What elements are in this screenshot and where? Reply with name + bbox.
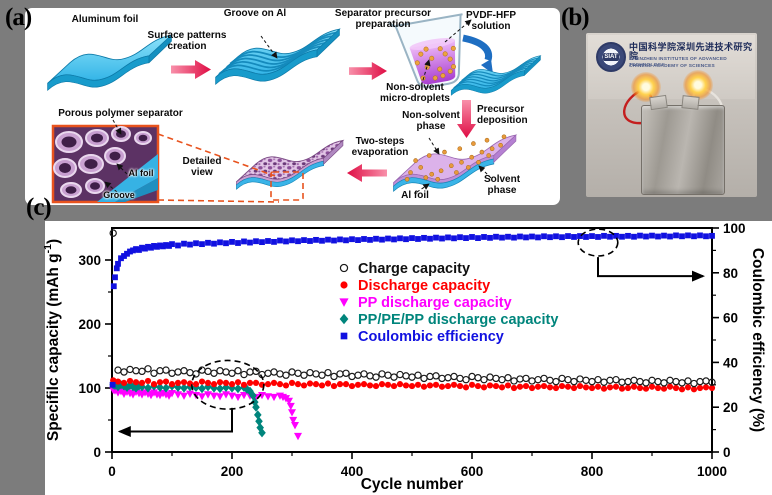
battery-tab-left <box>649 94 668 111</box>
panel-a-tag: (a) <box>5 4 32 31</box>
svg-text:400: 400 <box>341 464 364 479</box>
svg-text:0: 0 <box>93 445 101 460</box>
svg-text:600: 600 <box>461 464 484 479</box>
institute-name-cn: 中国科学院深圳先进技术研究院 <box>629 42 753 61</box>
svg-text:80: 80 <box>723 266 738 281</box>
institute-name-en2: CHINESE ACADEMY OF SCIENCES <box>629 64 715 69</box>
panel-b-tag: (b) <box>561 4 590 31</box>
svg-text:40: 40 <box>723 355 738 370</box>
process-arrow-down <box>457 100 476 138</box>
label-two-steps-evaporation: Two-steps evaporation <box>351 136 409 159</box>
legend-label: Discharge capacity <box>358 278 490 294</box>
process-arrow-left <box>347 164 387 182</box>
svg-text:0: 0 <box>108 464 116 479</box>
capacity-cycling-chart: 0 200 400 600 800 1000 0 100 200 300 0 20 40 60 80 100 S… <box>42 221 766 493</box>
y-axis-label-right: Coulombic efficiency (%) <box>749 248 766 432</box>
porous-structure-inset <box>51 124 160 204</box>
pouch-cell-battery <box>641 105 725 195</box>
series-pp-pe-pp-discharge-capacity <box>109 380 266 438</box>
label-surface-patterns: Surface patterns creation <box>147 30 227 53</box>
svg-text:200: 200 <box>78 317 101 332</box>
porous-separator-foil-illustration <box>236 139 345 190</box>
fabrication-scheme-graphics <box>47 13 560 204</box>
label-detailed-view: Detailed view <box>182 156 222 179</box>
institute-paper: SIAT 中国科学院深圳先进技术研究院 SHENZHEN INSTITUTES … <box>588 35 755 99</box>
precursor-film-illustration <box>393 134 518 192</box>
inset-connector-lines <box>157 133 304 203</box>
led-glow-right <box>683 70 713 100</box>
process-arrow-right-1 <box>171 60 211 79</box>
svg-text:0: 0 <box>723 445 731 460</box>
series-discharge-capacity <box>110 377 716 393</box>
legend-label: Charge capacity <box>358 261 470 277</box>
panel-c-tag: (c) <box>26 194 52 221</box>
x-axis-label: Cycle number <box>361 476 464 493</box>
callout-annotation <box>577 228 705 282</box>
grooved-foil-illustration <box>216 29 340 84</box>
label-al-foil: Al foil <box>401 190 429 201</box>
institute-logo: SIAT <box>596 42 626 72</box>
label-precursor-deposition: Precursor deposition <box>477 104 528 127</box>
process-arrow-right-2 <box>349 62 387 81</box>
label-inset-al-foil: Al foil <box>128 168 154 178</box>
pour-arrow <box>462 34 493 74</box>
svg-text:60: 60 <box>723 311 738 326</box>
legend-label: PP discharge capacity <box>358 295 512 311</box>
coated-grooved-foil-illustration <box>451 56 540 96</box>
svg-text:20: 20 <box>723 400 738 415</box>
logo-acronym: SIAT <box>603 53 619 61</box>
label-solvent-phase: Solvent phase <box>483 174 521 197</box>
institute-name-en1: SHENZHEN INSTITUTES OF ADVANCED TECHNOLO… <box>629 57 727 68</box>
legend <box>339 263 349 340</box>
label-inset-groove: Groove <box>103 190 135 200</box>
panel-a-fabrication-diagram: Aluminum foil Surface patterns creation … <box>25 8 560 205</box>
beaker-illustration <box>388 13 463 89</box>
legend-label: PP/PE/PP discharge capacity <box>358 312 558 328</box>
label-porous-separator: Porous polymer separator <box>58 108 183 119</box>
svg-text:100: 100 <box>78 381 101 396</box>
series-coulombic-efficiency <box>109 232 715 388</box>
solvent-droplet-specks <box>404 134 507 182</box>
label-groove-on-al: Groove on Al <box>223 8 287 19</box>
legend-label: Coulombic efficiency <box>358 329 504 345</box>
series-charge-capacity <box>109 229 716 388</box>
svg-text:800: 800 <box>581 464 604 479</box>
label-aluminum-foil: Aluminum foil <box>71 14 139 25</box>
svg-text:1000: 1000 <box>697 464 727 479</box>
label-pointer-lines <box>104 19 492 193</box>
label-non-solvent-phase: Non-solvent phase <box>402 110 460 133</box>
panel-b-photo: SIAT 中国科学院深圳先进技术研究院 SHENZHEN INSTITUTES … <box>586 33 757 197</box>
label-non-solvent-droplets: Non-solvent micro-droplets <box>379 82 450 105</box>
label-pvdf-hfp: PVDF-HFP solution <box>466 10 516 33</box>
callout-annotation <box>117 359 265 438</box>
non-solvent-droplets-dots <box>414 45 457 81</box>
chart-background <box>45 221 772 495</box>
battery-tab-right <box>681 95 700 110</box>
svg-text:100: 100 <box>723 221 746 236</box>
svg-text:200: 200 <box>221 464 244 479</box>
svg-text:300: 300 <box>78 253 101 268</box>
label-separator-precursor: Separator precursor preparation <box>334 8 432 31</box>
y-axis-label-left: Specifilc capacity (mAh g-1) <box>42 239 62 441</box>
